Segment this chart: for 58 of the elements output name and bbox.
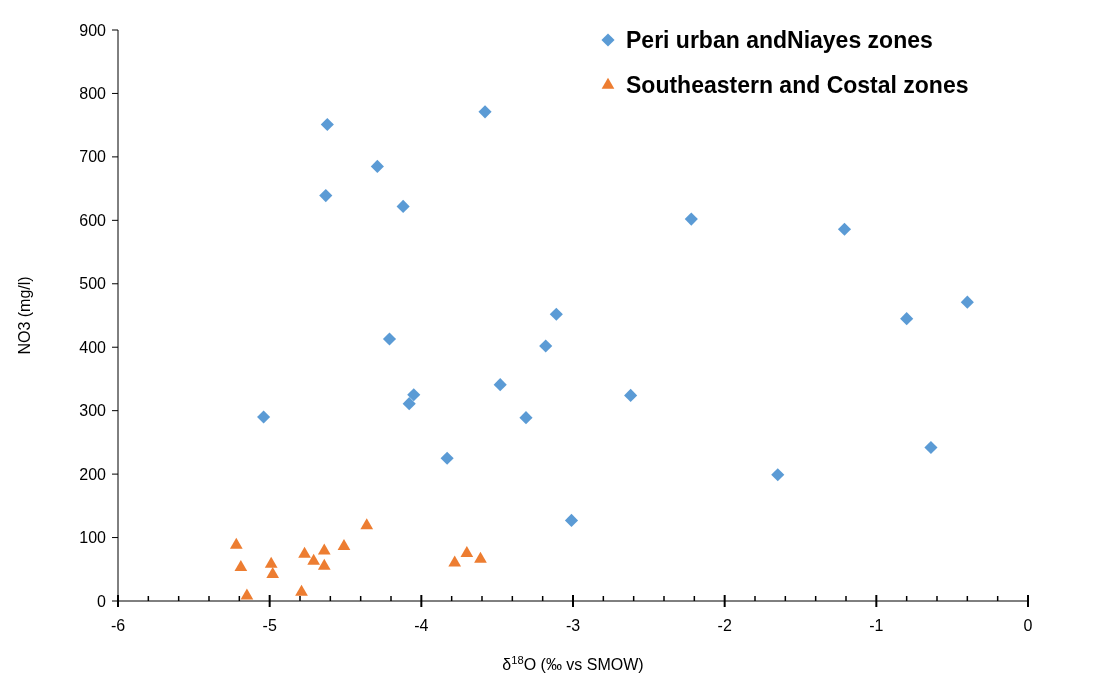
point xyxy=(295,584,308,596)
point xyxy=(771,468,785,482)
point xyxy=(307,553,321,565)
point xyxy=(624,388,638,403)
x-tick-label: -4 xyxy=(414,617,429,634)
point xyxy=(234,560,248,572)
point xyxy=(564,513,579,527)
y-tick-label: 900 xyxy=(79,21,107,39)
point xyxy=(229,537,243,549)
x-axis-title: δ$^{18}$O (‰ vs SMOW) xyxy=(502,654,644,673)
x-tick-label: -1 xyxy=(869,617,884,634)
point xyxy=(900,312,914,326)
point xyxy=(382,332,397,346)
y-tick-label: 0 xyxy=(97,592,107,610)
point xyxy=(478,105,492,119)
point xyxy=(539,339,553,353)
y-tick-label: 300 xyxy=(79,402,107,420)
point xyxy=(684,212,698,226)
x-tick-label: -2 xyxy=(717,617,732,634)
point xyxy=(317,543,331,555)
point xyxy=(298,546,311,558)
y-tick-label: 500 xyxy=(79,275,107,293)
point xyxy=(474,551,487,563)
point xyxy=(837,222,852,236)
point xyxy=(402,397,416,411)
x-tick-label: -3 xyxy=(565,617,581,634)
y-tick-label: 800 xyxy=(79,85,107,103)
y-tick-label: 700 xyxy=(79,148,107,166)
point xyxy=(266,567,280,579)
point xyxy=(370,159,384,173)
x-tick-label: -5 xyxy=(262,617,277,634)
point xyxy=(519,411,533,425)
point xyxy=(493,378,507,392)
point xyxy=(257,410,271,424)
point xyxy=(448,555,462,567)
point xyxy=(240,588,254,600)
point xyxy=(924,440,938,455)
y-tick-label: 400 xyxy=(79,338,107,356)
point xyxy=(264,556,278,568)
x-tick-label: -6 xyxy=(110,617,126,634)
point xyxy=(407,388,421,402)
point xyxy=(960,295,974,309)
point xyxy=(460,546,474,558)
y-tick-label: 100 xyxy=(79,529,107,547)
y-axis-title: NO3 (mg/l) xyxy=(16,276,33,355)
legend-label: Peri urban andNiayes zones xyxy=(626,27,933,54)
point xyxy=(396,199,410,213)
legend-label: Southeastern and Costal zones xyxy=(626,72,969,99)
x-tick-label: 0 xyxy=(1023,617,1033,634)
point xyxy=(360,518,374,530)
point xyxy=(320,117,334,132)
point xyxy=(319,189,333,203)
point xyxy=(440,451,454,465)
y-tick-label: 200 xyxy=(79,465,107,483)
y-tick-label: 600 xyxy=(79,211,107,229)
point xyxy=(337,539,351,551)
point xyxy=(317,558,331,570)
point xyxy=(549,307,563,321)
